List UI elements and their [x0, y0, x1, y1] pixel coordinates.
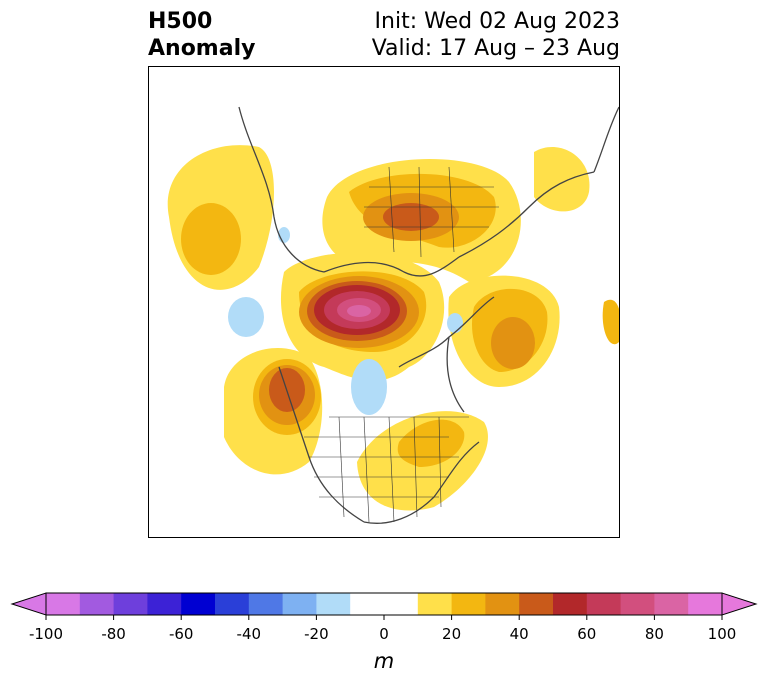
- colorbar-tick-label: 20: [442, 625, 462, 643]
- colorbar-tick-label: 0: [379, 625, 389, 643]
- colorbar-bin: [451, 593, 486, 615]
- colorbar-bin: [282, 593, 317, 615]
- colorbar-tick-label: 80: [644, 625, 664, 643]
- valid-range: Valid: 17 Aug – 23 Aug: [371, 36, 620, 61]
- init-date: Init: Wed 02 Aug 2023: [374, 9, 620, 34]
- colorbar-bin: [113, 593, 148, 615]
- colorbar-unit: m: [373, 649, 395, 673]
- colorbar-bin: [46, 593, 81, 615]
- colorbar-bin: [248, 593, 284, 615]
- colorbar-bin: [350, 593, 419, 615]
- colorbar-bin: [553, 593, 588, 615]
- colorbar: -100 -80 -60 -40 -20 0 20 40 60 80 100 m: [0, 585, 768, 684]
- colorbar-tick-label: 40: [509, 625, 529, 643]
- colorbar-bin: [316, 593, 351, 615]
- anomaly-negative-areas: [228, 227, 463, 415]
- colorbar-under-arrow: [10, 592, 47, 616]
- colorbar-tick-label: -60: [168, 625, 194, 643]
- colorbar-over-arrow: [721, 592, 758, 616]
- title-right: Init: Wed 02 Aug 2023 Valid: 17 Aug – 23…: [372, 8, 620, 62]
- colorbar-bin: [417, 593, 453, 615]
- colorbar-bin: [181, 593, 216, 615]
- colorbar-bin: [620, 593, 655, 615]
- colorbar-scale: [10, 592, 758, 620]
- anomaly-west-na-ridge: [224, 348, 323, 475]
- colorbar-bin: [586, 593, 622, 615]
- colorbar-tick-label: -20: [304, 625, 329, 643]
- anomaly-pacific-ridge: [167, 145, 274, 290]
- field-type: Anomaly: [148, 36, 256, 61]
- anomaly-east-na-ridge: [357, 411, 488, 511]
- title-left: H500 Anomaly: [148, 8, 255, 62]
- colorbar-bin: [688, 593, 723, 615]
- colorbar-tick-label: -40: [236, 625, 262, 643]
- colorbar-bin: [519, 593, 554, 615]
- anomaly-map: [167, 106, 619, 524]
- colorbar-tick-label: 100: [707, 625, 737, 643]
- anomaly-siberian-ridge: [322, 159, 521, 282]
- anomaly-atlantic-ridge: [448, 275, 560, 387]
- anomaly-europe-ridge: [534, 146, 619, 345]
- colorbar-tick-label: -100: [28, 625, 64, 643]
- colorbar-bin: [147, 593, 182, 615]
- colorbar-bin: [485, 593, 520, 615]
- colorbar-tick-label: 60: [577, 625, 597, 643]
- field-name: H500: [148, 9, 213, 34]
- anomaly-arctic-ridge: [280, 252, 445, 381]
- colorbar-bin: [654, 593, 689, 615]
- colorbar-tick-label: -80: [101, 625, 126, 643]
- colorbar-bin: [79, 593, 115, 615]
- colorbar-bin: [215, 593, 250, 615]
- political-borders: [304, 166, 499, 523]
- map-panel: [148, 66, 620, 538]
